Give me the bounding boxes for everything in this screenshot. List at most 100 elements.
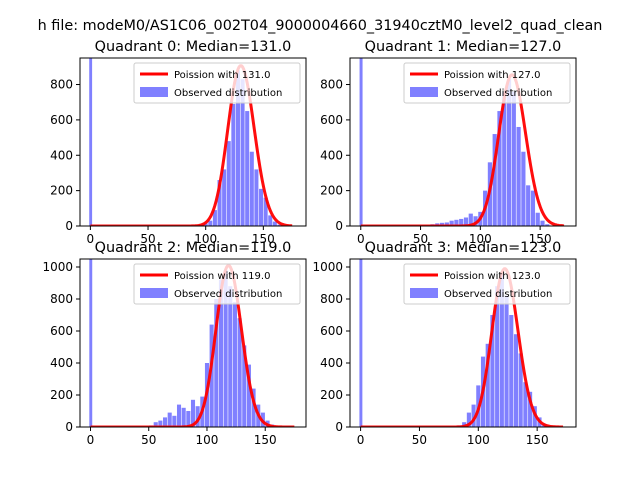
legend-entry-observed: Observed distribution (444, 88, 552, 99)
x-tick-label: 50 (412, 433, 427, 447)
figure-suptitle: h file: modeM0/AS1C06_002T04_9000004660_… (38, 18, 603, 34)
legend-box (403, 62, 571, 104)
hist-bar (535, 212, 540, 226)
legend-patch-swatch (410, 288, 438, 298)
y-tick-label: 600 (320, 113, 343, 127)
x-tick-label: 50 (141, 433, 156, 447)
hist-bar (530, 190, 536, 226)
hist-bar (473, 216, 478, 226)
axes-frame (349, 258, 577, 428)
axes-frame (79, 258, 307, 428)
y-tick-label: 800 (320, 78, 343, 92)
hist-bar (246, 364, 251, 427)
axes-frame (79, 57, 307, 227)
hist-bar (499, 273, 504, 427)
legend-entry-observed: Observed distribution (174, 88, 282, 99)
hist-bar (506, 79, 512, 226)
x-tick-label: 100 (194, 232, 217, 246)
hist-bar (497, 111, 502, 226)
hist-bar (516, 126, 521, 226)
hist-bar (181, 407, 186, 427)
legend-entry-poisson: Poission with 131.0 (174, 70, 270, 81)
hist-bar (209, 324, 214, 427)
hist-bar (251, 388, 256, 427)
y-tick-label: 1000 (312, 260, 343, 274)
y-tick-label: 0 (335, 219, 343, 233)
x-tick-label: 150 (254, 433, 277, 447)
hist-bar (212, 210, 217, 226)
hist-bar (232, 302, 237, 427)
hist-bar (277, 224, 282, 226)
legend-entry-observed: Observed distribution (444, 289, 552, 300)
axes-frame (349, 57, 577, 227)
hist-bar (439, 222, 445, 226)
hist-bar (468, 213, 473, 226)
hist-bar (172, 415, 177, 427)
plot-area (89, 58, 293, 226)
x-tick-label: 150 (252, 232, 275, 246)
hist-bar (259, 188, 264, 226)
x-tick-label: 150 (526, 433, 549, 447)
hist-bar (449, 220, 454, 226)
hist-bar (504, 295, 509, 427)
legend-entry-observed: Observed distribution (174, 289, 282, 300)
panel-title: Quadrant 2: Median=119.0 (95, 240, 292, 256)
y-tick-label: 400 (320, 148, 343, 162)
hist-bar (163, 417, 168, 427)
legend-box (403, 263, 571, 305)
x-tick-label: 0 (357, 232, 365, 246)
hist-bar (226, 141, 231, 226)
hist-bar (545, 224, 550, 226)
y-tick-label: 200 (50, 388, 73, 402)
chart-panel-quadrant-2: 0 50 100 150 0 200 400 600 800 1000 Quadrant 2: Me… (42, 240, 307, 447)
x-tick-label: 100 (196, 433, 219, 447)
hist-bar (521, 151, 526, 226)
x-tick-label: 0 (357, 433, 365, 447)
hist-bar (471, 404, 476, 427)
y-tick-label: 400 (320, 356, 343, 370)
hist-bar (485, 343, 490, 427)
legend-patch-swatch (140, 87, 168, 97)
hist-bar (245, 111, 250, 226)
hist-bar (203, 223, 208, 226)
hist-bar (263, 197, 268, 226)
x-tick-label: 50 (140, 232, 155, 246)
hist-bar (242, 345, 247, 427)
hist-bar (518, 353, 523, 427)
hist-bar (511, 91, 516, 226)
hist-bar (208, 220, 213, 226)
hist-bar (272, 221, 277, 226)
legend-box (133, 263, 301, 305)
hist-bar (218, 279, 223, 427)
legend-box (133, 62, 301, 104)
hist-bar (359, 58, 363, 226)
hist-bar (254, 169, 259, 226)
hist-bar (454, 219, 459, 226)
hist-bar (502, 91, 507, 226)
hist-bar (268, 215, 273, 226)
hist-bar (222, 169, 227, 226)
hist-bar (540, 220, 545, 226)
hist-bar (249, 151, 254, 226)
chart-panel-quadrant-3: 0 50 100 150 0 200 400 600 800 1000 Quadrant 3: Me… (312, 240, 577, 447)
hist-bar (513, 334, 519, 427)
hist-bar (240, 79, 245, 226)
hist-bar (89, 259, 93, 427)
chart-panel-quadrant-0: 0 50 100 150 0 200 400 600 800 Quadrant 0: Median… (50, 39, 307, 246)
hist-bar (495, 286, 500, 427)
y-tick-label: 400 (50, 356, 73, 370)
hist-bar (231, 103, 236, 226)
hist-bar (228, 286, 233, 427)
hist-bar (523, 382, 528, 427)
poisson-line (90, 264, 295, 427)
y-tick-label: 600 (50, 113, 73, 127)
x-tick-label: 0 (87, 433, 95, 447)
legend-entry-poisson: Poission with 119.0 (174, 271, 270, 282)
hist-bar (89, 58, 93, 226)
y-tick-label: 800 (50, 292, 73, 306)
x-tick-label: 100 (469, 232, 492, 246)
hist-bar (153, 422, 158, 427)
hist-bar (526, 185, 531, 226)
y-tick-label: 1000 (42, 260, 73, 274)
hist-bar (444, 222, 449, 226)
